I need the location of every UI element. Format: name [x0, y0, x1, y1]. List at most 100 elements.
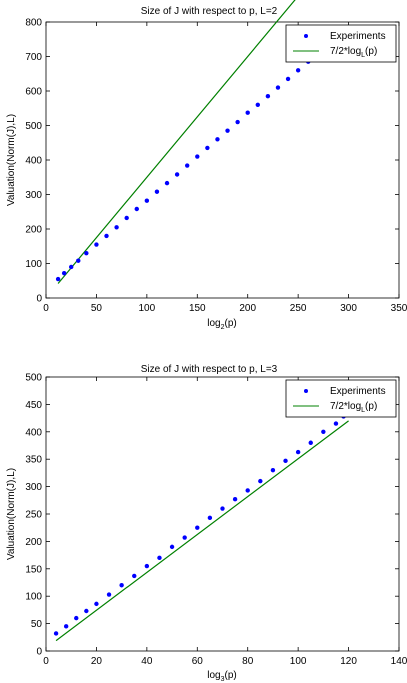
chart-1-data-point: [144, 198, 150, 203]
chart-2-legend-label-experiments: Experiments: [330, 386, 386, 397]
chart-2-data-point: [195, 525, 200, 530]
chart-1-y-tick-label: 200: [25, 225, 42, 236]
chart-2-data-point: [182, 535, 187, 540]
chart-2-data-point: [53, 631, 59, 636]
chart-1: Size of J with respect to p, L=2 0 50 100 1…: [6, 0, 407, 331]
chart-1-data-point: [195, 154, 200, 159]
chart-1-x-tick-label: 200: [239, 303, 256, 314]
chart-2-scatter-series: [53, 414, 346, 636]
chart-2-data-point: [321, 429, 326, 434]
chart-1-data-point: [255, 102, 260, 108]
chart-2-x-tick-label: 80: [242, 656, 254, 667]
chart-1-data-point: [265, 93, 271, 99]
chart-2-y-tick-label: 450: [25, 400, 42, 411]
chart-1-plot-area: [45, 21, 400, 299]
chart-2-legend-box: [285, 379, 397, 418]
chart-2-y-tick-label: 100: [25, 592, 42, 603]
chart-2-data-point: [94, 601, 99, 607]
chart-2-plot-area: [45, 376, 400, 652]
chart-2-y-tick-label: 250: [25, 510, 42, 521]
chart-1-data-point: [124, 215, 129, 221]
chart-1-y-ticks: 0 100 200 300 400 500 600 700 800: [25, 18, 399, 305]
chart-2-x-tick-label: 140: [391, 656, 407, 667]
chart-1-data-point: [134, 206, 139, 212]
chart-2-data-point: [144, 563, 150, 569]
chart-2-legend: Experiments 7/2*logL(p): [285, 379, 397, 418]
chart-1-x-tick-label: 0: [43, 303, 49, 314]
chart-1-data-point: [84, 250, 89, 256]
chart-1-y-tick-label: 300: [25, 190, 42, 201]
chart-1-data-point: [235, 119, 240, 125]
chart-2-title: Size of J with respect to p, L=3: [141, 364, 278, 375]
chart-1-y-tick-label: 500: [25, 121, 42, 132]
chart-1-x-tick-label: 150: [189, 303, 206, 314]
chart-1-x-tick-label: 300: [340, 303, 357, 314]
chart-2-model-line: [55, 420, 349, 642]
chart-1-y-tick-label: 0: [36, 294, 42, 305]
chart-2-x-tick-label: 100: [290, 656, 307, 667]
chart-2-line-series: [55, 420, 349, 642]
chart-1-legend-label-model: 7/2*logL(p): [330, 46, 377, 59]
chart-1-y-tick-label: 400: [25, 156, 42, 167]
chart-2-data-point: [295, 449, 301, 455]
chart-2-data-point: [157, 555, 162, 561]
chart-1-x-tick-label: 250: [290, 303, 307, 314]
chart-2-x-axis-label: log3(p): [207, 670, 237, 683]
chart-2-legend-marker-experiments: [304, 389, 308, 393]
chart-1-legend-box: [285, 24, 397, 63]
chart-2-data-point: [270, 467, 276, 473]
chart-1-legend-label-experiments: Experiments: [330, 31, 386, 42]
chart-2-data-point: [232, 497, 238, 502]
chart-1-data-point: [76, 258, 81, 263]
chart-2-data-point: [308, 440, 313, 445]
chart-1-data-point: [104, 233, 109, 239]
chart-2-data-point: [169, 544, 175, 550]
chart-2-x-ticks: 0 20 40 60 80 100 120 140: [43, 377, 407, 667]
chart-2-data-point: [63, 624, 69, 629]
chart-2-data-point: [74, 615, 79, 621]
chart-1-data-point: [61, 270, 67, 276]
chart-2-data-point: [84, 608, 89, 614]
chart-1-x-ticks: 0 50 100 150 200 250 300 350: [43, 22, 407, 314]
chart-2-legend-label-model: 7/2*logL(p): [330, 401, 377, 414]
chart-1-x-tick-label: 350: [391, 303, 407, 314]
chart-1-model-line: [57, 0, 296, 284]
chart-2-x-tick-label: 20: [91, 656, 103, 667]
chart-2-y-axis-label: Valuation(Norm(J),L): [6, 468, 17, 560]
chart-1-title: Size of J with respect to p, L=2: [141, 6, 278, 17]
chart-1-data-point: [205, 145, 210, 151]
chart-1-data-point: [245, 110, 250, 115]
chart-1-data-point: [154, 189, 160, 194]
chart-2-y-tick-label: 400: [25, 427, 42, 438]
chart-1-x-tick-label: 50: [91, 303, 103, 314]
chart-1-x-axis-label: log2(p): [207, 318, 237, 331]
chart-2-data-point: [106, 592, 112, 597]
chart-1-y-axis-label: Valuation(Norm(J),L): [6, 114, 17, 206]
chart-1-data-point: [285, 76, 291, 82]
chart-1-data-point: [295, 68, 301, 73]
chart-1-data-point: [94, 242, 99, 247]
chart-1-y-tick-label: 600: [25, 87, 42, 98]
chart-1-x-tick-label: 100: [139, 303, 156, 314]
chart-1-legend: Experiments 7/2*logL(p): [285, 24, 397, 63]
chart-1-data-point: [174, 172, 180, 177]
chart-1-data-point: [69, 264, 74, 270]
chart-2-y-tick-label: 150: [25, 564, 42, 575]
chart-2-data-point: [245, 488, 250, 493]
chart-1-line-series: [57, 0, 296, 284]
chart-2-x-tick-label: 120: [340, 656, 357, 667]
chart-1-data-point: [225, 128, 230, 133]
chart-2-data-point: [283, 458, 288, 464]
chart-2: Size of J with respect to p, L=3 0 20 40 60…: [6, 364, 407, 683]
chart-1-data-point: [55, 276, 61, 282]
chart-1-data-point: [185, 163, 190, 168]
chart-1-y-tick-label: 800: [25, 18, 42, 29]
chart-2-y-tick-label: 300: [25, 482, 42, 493]
chart-1-data-point: [164, 180, 170, 186]
chart-1-y-tick-label: 100: [25, 259, 42, 270]
chart-2-y-tick-label: 0: [36, 647, 42, 658]
chart-2-data-point: [132, 573, 137, 579]
chart-2-x-tick-label: 60: [192, 656, 204, 667]
chart-2-x-tick-label: 40: [141, 656, 153, 667]
chart-2-y-tick-label: 200: [25, 537, 42, 548]
